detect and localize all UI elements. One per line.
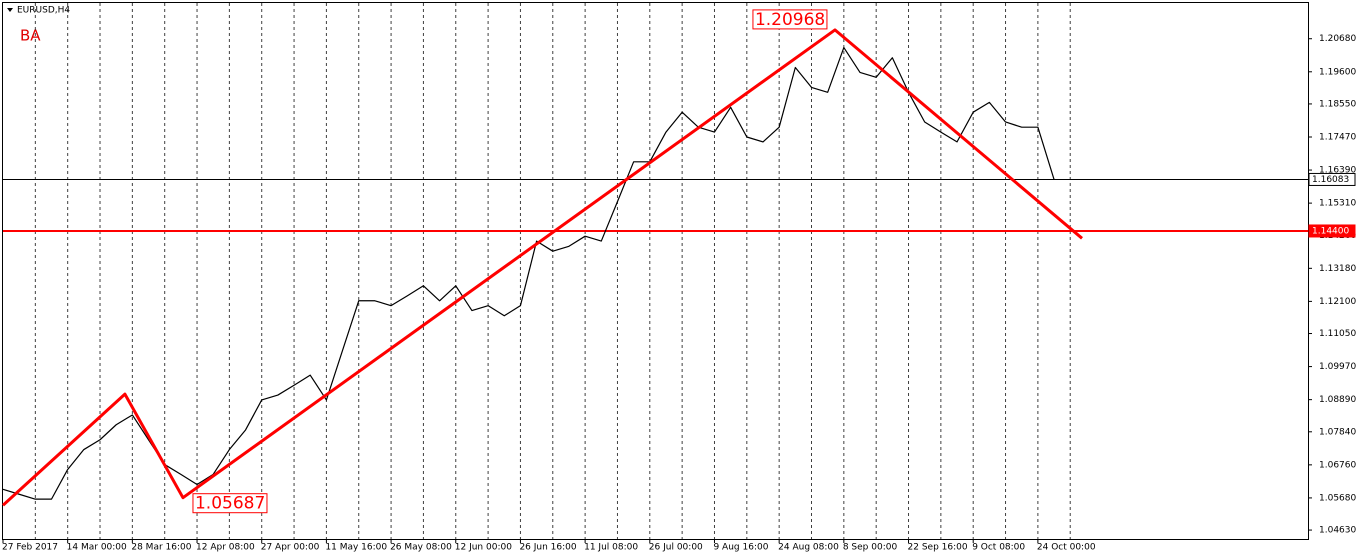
y-tick-label: 1.07840 bbox=[1319, 427, 1356, 437]
x-tick-label: 27 Feb 2017 bbox=[2, 543, 58, 553]
x-tick-label: 12 Jun 00:00 bbox=[455, 543, 512, 553]
y-tick-label: 1.20680 bbox=[1319, 34, 1356, 44]
x-tick-label: 28 Mar 16:00 bbox=[131, 543, 191, 553]
plot-frame bbox=[2, 2, 1309, 540]
x-tick-label: 26 May 08:00 bbox=[390, 543, 452, 553]
x-tick-label: 24 Oct 00:00 bbox=[1037, 543, 1096, 553]
level-label-box bbox=[1308, 172, 1356, 186]
x-tick-label: 11 Jul 08:00 bbox=[584, 543, 638, 553]
x-tick-label: 8 Sep 00:00 bbox=[843, 543, 898, 553]
y-tick-label: 1.19600 bbox=[1319, 67, 1356, 77]
symbol-menu-icon[interactable] bbox=[7, 8, 13, 12]
level-label-box bbox=[1308, 224, 1356, 238]
x-tick-label: 24 Aug 08:00 bbox=[778, 543, 839, 553]
x-tick-label: 26 Jun 16:00 bbox=[519, 543, 576, 553]
y-tick-label: 1.17470 bbox=[1319, 132, 1356, 142]
x-tick-label: 9 Oct 08:00 bbox=[972, 543, 1025, 553]
y-tick-label: 1.05680 bbox=[1319, 493, 1356, 503]
y-tick-label: 1.11050 bbox=[1319, 329, 1356, 339]
y-tick-label: 1.12100 bbox=[1319, 297, 1356, 307]
x-tick-label: 14 Mar 00:00 bbox=[67, 543, 127, 553]
chart-title: EURUSD,H4 bbox=[17, 6, 70, 16]
trend-line bbox=[1, 28, 1083, 507]
swing-label-box bbox=[752, 9, 828, 30]
swing-label: 1.05687 bbox=[195, 494, 265, 514]
swing-label-box bbox=[192, 493, 268, 514]
swing-label: 1.20968 bbox=[755, 10, 825, 30]
annotation: BA bbox=[20, 27, 41, 45]
level-label: 1.16083 bbox=[1312, 175, 1349, 185]
x-tick-label: 11 May 16:00 bbox=[325, 543, 387, 553]
y-tick-label: 1.16390 bbox=[1319, 166, 1356, 176]
y-tick-label: 1.13180 bbox=[1319, 264, 1356, 274]
x-tick-label: 27 Apr 00:00 bbox=[261, 543, 320, 553]
y-tick-label: 1.04630 bbox=[1319, 526, 1356, 536]
y-tick-label: 1.08890 bbox=[1319, 395, 1356, 405]
x-tick-label: 9 Aug 16:00 bbox=[713, 543, 768, 553]
level-label: 1.14400 bbox=[1312, 226, 1349, 236]
y-tick-label: 1.15310 bbox=[1319, 199, 1356, 209]
y-tick-label: 1.06760 bbox=[1319, 460, 1356, 470]
x-tick-label: 12 Apr 08:00 bbox=[196, 543, 255, 553]
price-line bbox=[2, 47, 1055, 500]
y-tick-label: 1.09970 bbox=[1319, 362, 1356, 372]
x-tick-label: 22 Sep 16:00 bbox=[908, 543, 968, 553]
x-tick-label: 26 Jul 00:00 bbox=[649, 543, 703, 553]
y-tick-label: 1.18550 bbox=[1319, 99, 1356, 109]
